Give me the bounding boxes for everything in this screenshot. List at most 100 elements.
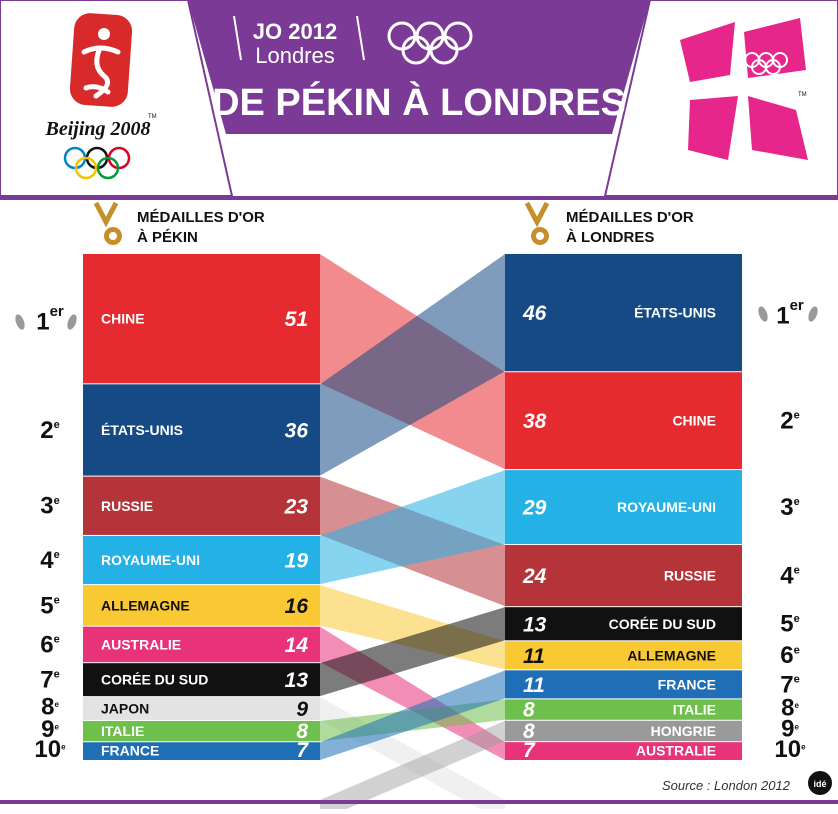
- rank-right-10: 10e: [774, 736, 806, 763]
- rank-left-2: 2e: [40, 417, 59, 444]
- source-text: Source : London 2012: [662, 778, 791, 793]
- bar-right-hongrie: HONGRIE 8: [505, 720, 742, 743]
- right-header: MÉDAILLES D'OR À LONDRES: [524, 201, 694, 246]
- rank-right-6: 6e: [780, 642, 799, 669]
- country-label: ALLEMAGNE: [627, 647, 716, 663]
- bar-left-chine: CHINE 51: [83, 254, 320, 384]
- gold-value: 38: [523, 410, 547, 433]
- rank-left-9: 9e: [41, 716, 59, 743]
- bar-right-allemagne: ALLEMAGNE 11: [505, 641, 742, 670]
- gold-value: 14: [285, 634, 309, 657]
- gold-value: 16: [285, 595, 309, 618]
- country-label: CHINE: [101, 311, 145, 327]
- bar-rect: [505, 699, 742, 720]
- london-bars: ÉTATS-UNIS 46 CHINE 38 ROYAUME-UNI 29 RUSSIE 24…: [505, 254, 742, 762]
- bar-right-italie: ITALIE 8: [505, 699, 742, 722]
- gold-value: 24: [522, 565, 547, 588]
- header-line1: JO 2012: [253, 19, 337, 44]
- rank-right-8: 8e: [781, 694, 799, 721]
- left-title: MÉDAILLES D'OR À PÉKIN: [137, 209, 265, 246]
- header-line2: Londres: [255, 43, 335, 68]
- london-rings-icon: [744, 52, 788, 75]
- country-label: ÉTATS-UNIS: [101, 422, 183, 438]
- svg-text:TM: TM: [798, 92, 807, 98]
- gold-value: 9: [296, 698, 308, 721]
- country-label: ROYAUME-UNI: [101, 552, 200, 568]
- bar-rect: [83, 720, 320, 742]
- gold-value: 11: [523, 645, 545, 668]
- rank-labels: 1er2e3e4e5e6e7e8e9e10e1er2e3e4e5e6e7e8e9…: [34, 297, 806, 763]
- bar-rect: [505, 545, 742, 607]
- country-label: ALLEMAGNE: [101, 597, 190, 613]
- bar-rect: [505, 372, 742, 470]
- london-2012-emblem-icon: [680, 18, 808, 160]
- country-label: FRANCE: [658, 676, 716, 692]
- bar-right-france: FRANCE 11: [505, 670, 742, 699]
- rank-right-2: 2e: [780, 408, 799, 435]
- gold-value: 13: [523, 613, 547, 636]
- rank-right-5: 5e: [780, 611, 799, 638]
- country-label: JAPON: [101, 701, 149, 717]
- bar-rect: [83, 384, 320, 476]
- bar-rect: [505, 254, 742, 372]
- bar-right-chine: CHINE 38: [505, 372, 742, 470]
- beijing-logo: Beijing 2008 TM: [44, 13, 157, 180]
- beijing-bars: CHINE 51 ÉTATS-UNIS 36 RUSSIE 23 ROYAUME-UNI 19…: [83, 254, 320, 762]
- bar-rect: [83, 476, 320, 535]
- flow-coree-du-sud: [320, 607, 505, 697]
- beijing-rings-icon: [63, 146, 131, 180]
- country-label: ITALIE: [673, 702, 716, 718]
- medal-icon: [93, 201, 119, 228]
- rank-left-6: 6e: [40, 631, 59, 658]
- bar-left-russie: RUSSIE 23: [83, 476, 320, 535]
- title-banner: [188, 0, 650, 134]
- bar-rect: [505, 470, 742, 545]
- laurel-icon: [758, 306, 818, 322]
- country-label: ITALIE: [101, 723, 144, 739]
- bar-rect: [505, 670, 742, 699]
- bar-rect: [83, 663, 320, 697]
- rank-right-7: 7e: [780, 671, 799, 698]
- gold-value: 7: [523, 739, 536, 762]
- rank-left-7: 7e: [40, 667, 59, 694]
- flow-etats-unis: [320, 254, 505, 476]
- gold-value: 51: [285, 308, 308, 331]
- country-label: CORÉE DU SUD: [101, 672, 208, 688]
- rank-right-1: 1er: [776, 297, 804, 330]
- flow-france: [320, 670, 505, 760]
- beijing-emblem-icon: [69, 13, 133, 107]
- gold-value: 13: [285, 669, 309, 692]
- page-title: DE PÉKIN À LONDRES: [212, 80, 626, 124]
- header-underline: [0, 196, 838, 200]
- bar-right-russie: RUSSIE 24: [505, 545, 742, 607]
- bar-right-australie: AUSTRALIE 7: [505, 739, 742, 762]
- flow-hongrie: [320, 720, 505, 814]
- bar-rect: [83, 626, 320, 663]
- rank-left-4: 4e: [40, 547, 59, 574]
- left-header: MÉDAILLES D'OR À PÉKIN: [93, 201, 265, 246]
- flow-royaume-uni: [320, 470, 505, 585]
- country-label: RUSSIE: [664, 568, 716, 584]
- svg-text:TM: TM: [148, 114, 157, 120]
- gold-value: 8: [523, 699, 535, 722]
- country-label: CORÉE DU SUD: [609, 616, 716, 632]
- gold-value: 29: [522, 497, 547, 520]
- bar-rect: [83, 585, 320, 626]
- gold-value: 11: [523, 674, 545, 697]
- london-logo: london TM: [680, 18, 808, 160]
- bar-right-etats-unis: ÉTATS-UNIS 46: [505, 254, 742, 372]
- gold-value: 46: [522, 302, 547, 325]
- olympic-rings-icon: [387, 21, 473, 65]
- rank-left-5: 5e: [40, 592, 59, 619]
- bar-rect: [83, 697, 320, 720]
- country-label: ROYAUME-UNI: [617, 499, 716, 515]
- bar-right-coree-du-sud: CORÉE DU SUD 13: [505, 607, 742, 641]
- rank-left-3: 3e: [40, 493, 59, 520]
- gold-value: 23: [284, 495, 309, 518]
- bar-left-coree-du-sud: CORÉE DU SUD 13: [83, 663, 320, 697]
- rank-left-8: 8e: [41, 693, 59, 720]
- country-label: ÉTATS-UNIS: [634, 305, 716, 321]
- gold-value: 19: [285, 550, 309, 573]
